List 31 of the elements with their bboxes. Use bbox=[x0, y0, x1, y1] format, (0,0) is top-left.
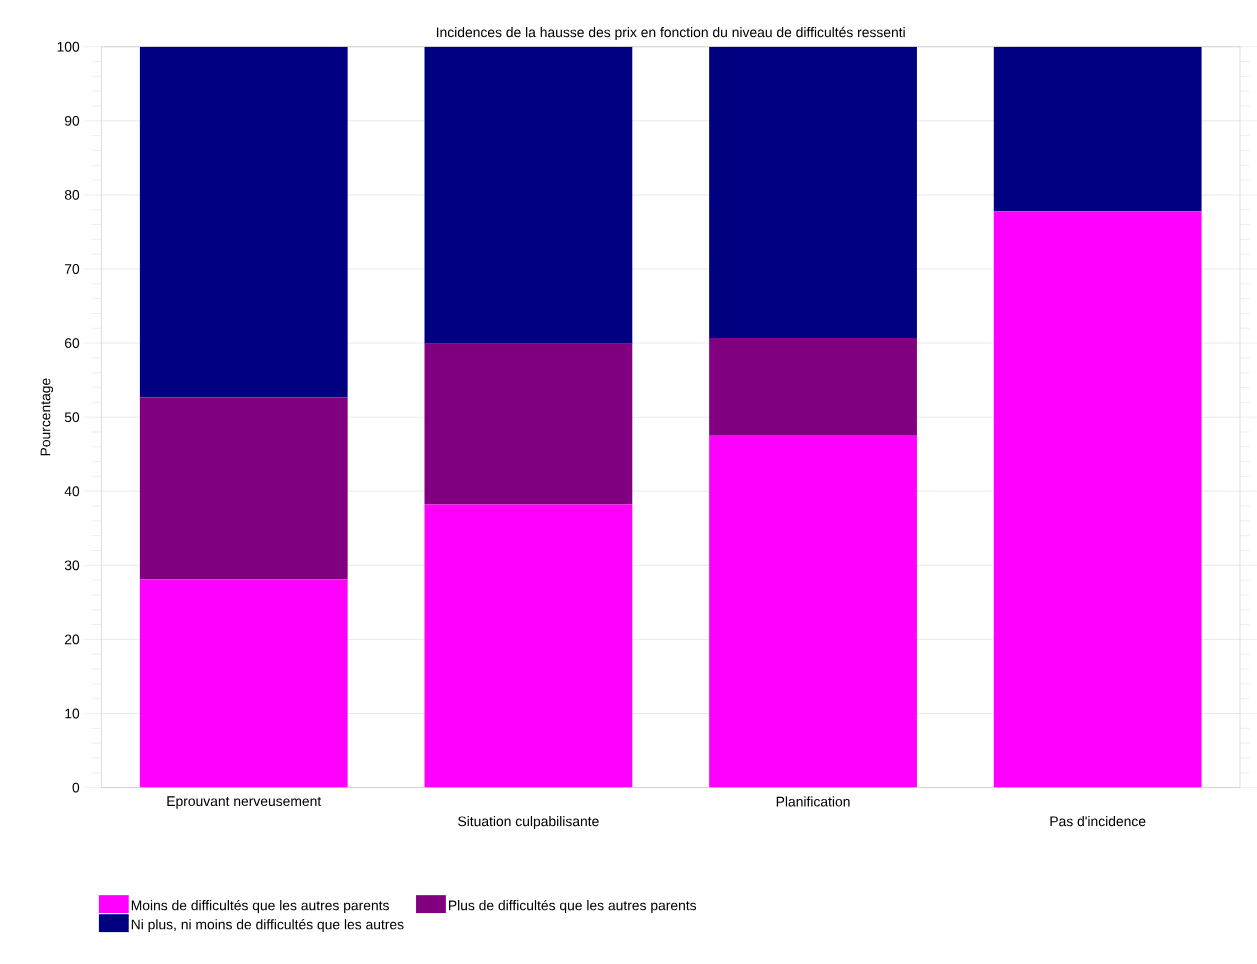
bar bbox=[709, 435, 917, 788]
y-axis-title: Pourcentage bbox=[40, 378, 54, 456]
y-tick-label: 90 bbox=[64, 116, 80, 126]
chart-title: Incidences de la hausse des prix en fonction du niveau de difficultés ressenti bbox=[436, 27, 905, 41]
x-tick-label: Planification bbox=[776, 796, 850, 807]
legend-label: Plus de difficultés que les autres parents bbox=[449, 900, 697, 914]
x-tick-label: Situation culpabilisante bbox=[458, 816, 599, 830]
bar bbox=[139, 397, 348, 580]
bar bbox=[993, 46, 1202, 212]
bar bbox=[709, 46, 917, 339]
bar bbox=[139, 46, 348, 398]
bar bbox=[709, 338, 917, 436]
legend-label: Moins de difficultés que les autres parents bbox=[131, 900, 389, 914]
y-tick-label: 50 bbox=[64, 412, 80, 423]
bar bbox=[424, 344, 633, 505]
bar bbox=[139, 579, 348, 788]
y-tick-label: 70 bbox=[64, 264, 80, 275]
x-tick-label: Pas d'incidence bbox=[1050, 816, 1146, 827]
legend-label: Ni plus, ni moins de difficultés que les autres bbox=[131, 919, 404, 933]
y-tick-label: 20 bbox=[64, 634, 80, 645]
bar bbox=[993, 211, 1202, 788]
bar bbox=[424, 46, 633, 345]
y-tick-label: 80 bbox=[64, 190, 80, 201]
y-tick-label: 0 bbox=[72, 782, 80, 793]
y-tick-label: 60 bbox=[64, 338, 80, 349]
y-tick-label: 30 bbox=[64, 560, 80, 571]
y-tick-label: 100 bbox=[57, 42, 80, 52]
x-tick-label: Eprouvant nerveusement bbox=[167, 796, 322, 809]
y-tick-label: 40 bbox=[64, 486, 80, 497]
y-tick-label: 10 bbox=[65, 708, 80, 719]
bar bbox=[424, 504, 633, 788]
